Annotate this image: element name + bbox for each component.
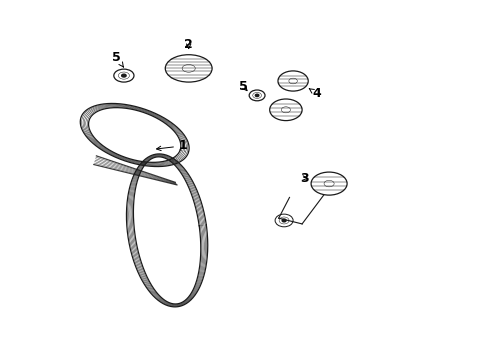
Text: 1: 1 [156,139,187,152]
Ellipse shape [282,219,285,222]
Text: 4: 4 [308,87,320,100]
Ellipse shape [122,74,126,77]
Text: 3: 3 [300,172,309,185]
Ellipse shape [255,94,258,96]
Text: 5: 5 [112,51,123,67]
Text: 2: 2 [184,39,193,51]
Text: 5: 5 [239,80,247,93]
